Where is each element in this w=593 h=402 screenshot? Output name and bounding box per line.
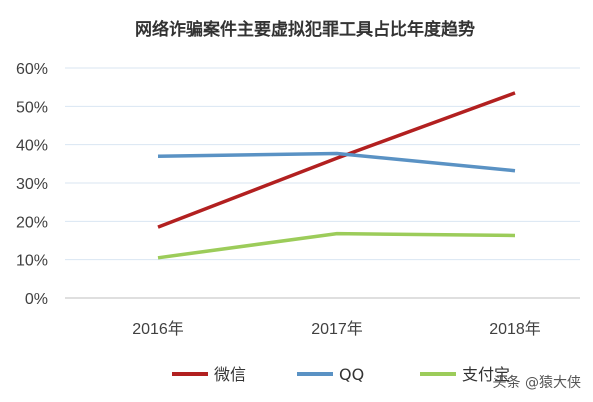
plot-area — [157, 91, 516, 260]
y-tick-label: 0% — [25, 291, 48, 308]
series-line — [157, 151, 516, 173]
grid — [65, 67, 580, 299]
legend: 微信 QQ 支付宝 — [172, 365, 510, 384]
y-tick-label: 50% — [16, 99, 48, 116]
x-axis: 2016年 2017年 2018年 — [132, 320, 541, 338]
x-tick-label: 2016年 — [132, 320, 184, 338]
legend-label: 支付宝 — [462, 365, 510, 384]
x-tick-label: 2017年 — [311, 320, 363, 338]
y-axis: 0% 10% 20% 30% 40% 50% 60% — [16, 61, 48, 308]
y-tick-label: 40% — [16, 138, 48, 155]
y-tick-label: 20% — [16, 214, 48, 231]
x-tick-label: 2018年 — [489, 320, 541, 338]
watermark: 头条 @猿大侠 — [492, 375, 581, 391]
y-tick-label: 60% — [16, 61, 48, 78]
legend-label: QQ — [339, 365, 364, 384]
legend-label: 微信 — [214, 365, 246, 384]
y-tick-label: 30% — [16, 176, 48, 193]
chart-title: 网络诈骗案件主要虚拟犯罪工具占比年度趋势 — [135, 19, 475, 40]
series-line — [157, 91, 516, 229]
y-tick-label: 10% — [16, 253, 48, 270]
series-line — [157, 231, 516, 260]
